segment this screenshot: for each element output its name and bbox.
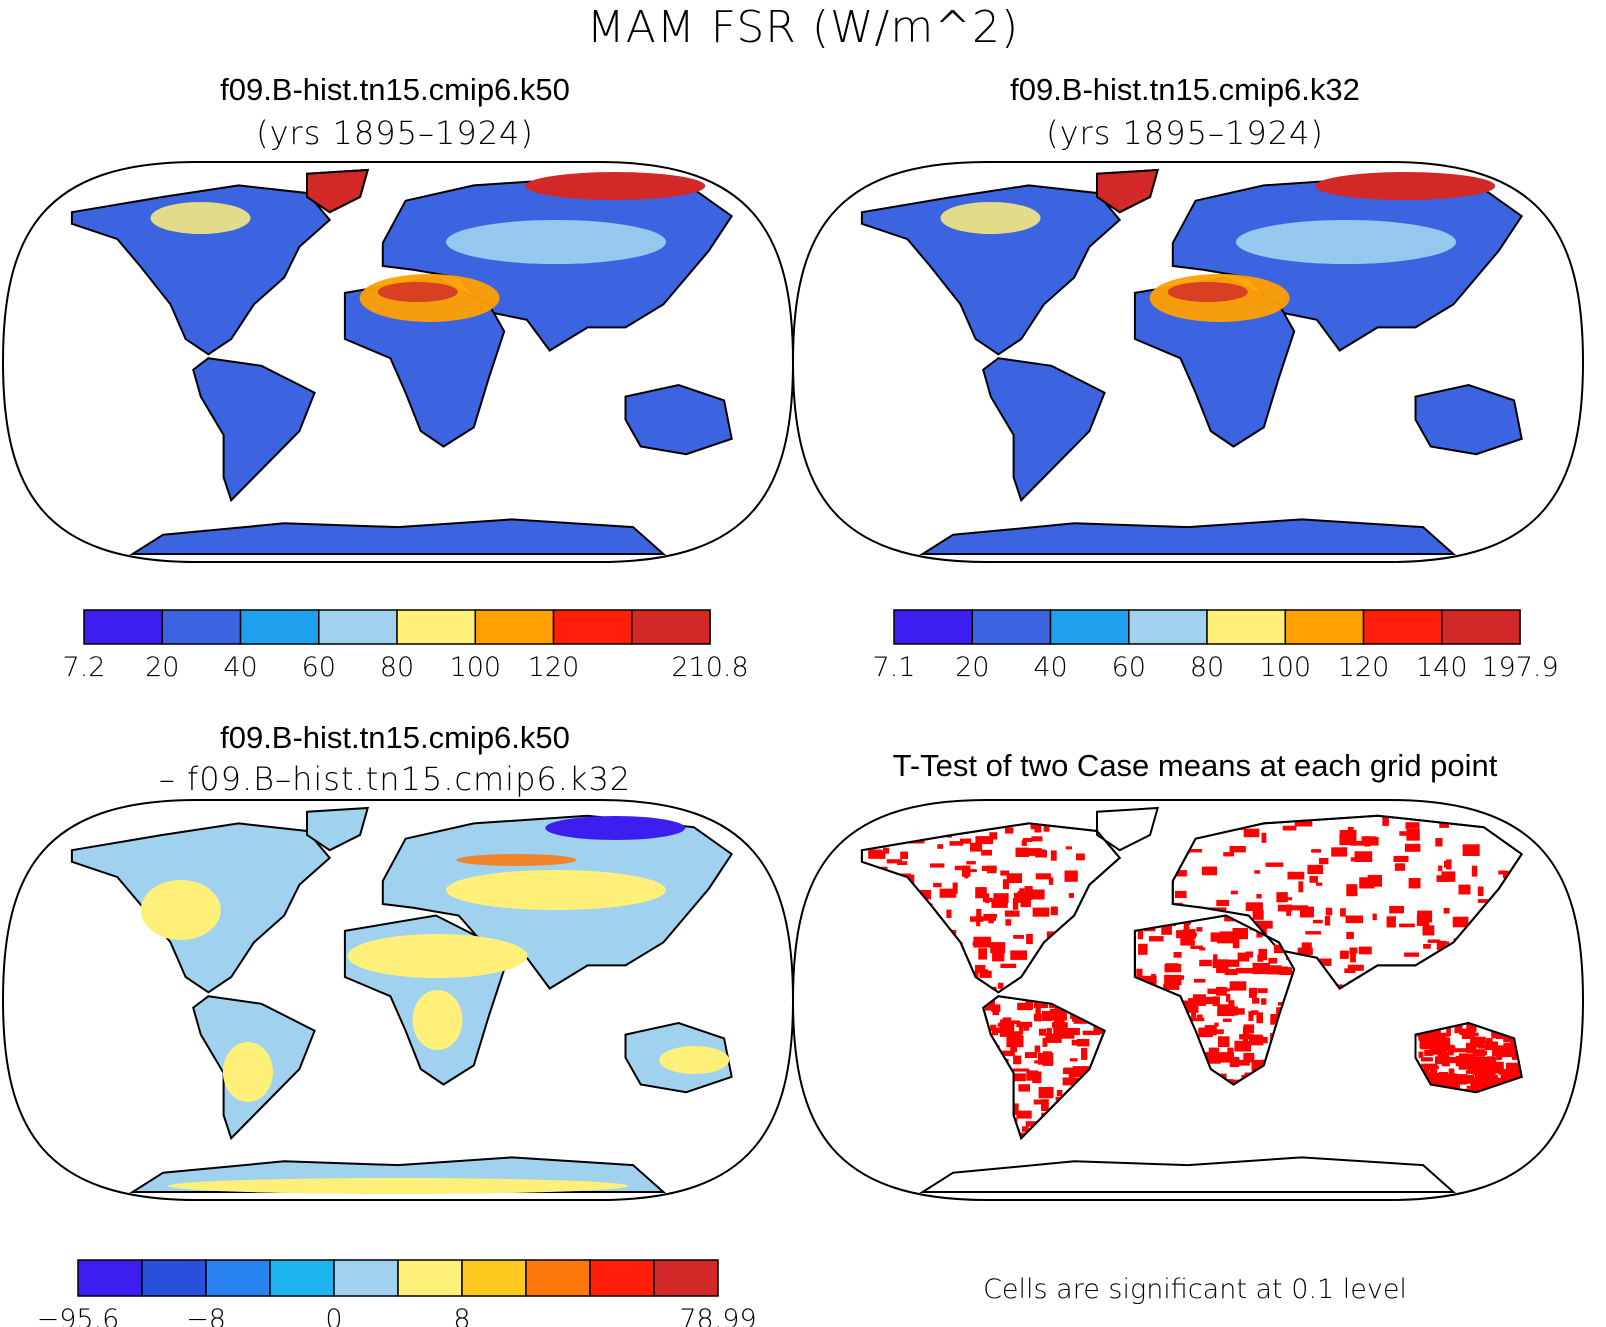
colorbar-case2-label-0: 7.1	[873, 652, 916, 683]
map-diff-pos-patch-4	[412, 990, 463, 1050]
map-case1	[70, 168, 734, 555]
colorbar-diff-swatch-5	[397, 1259, 463, 1297]
map-case1-outline	[1, 161, 795, 563]
colorbar-diff-swatch-3	[269, 1259, 335, 1297]
map-case2-southAmerica	[982, 357, 1106, 503]
panel-ttest-title: T-Test of two Case means at each grid po…	[892, 748, 1498, 783]
panel-diff-subtitle: – f09.B–hist.tn15.cmip6.k32	[158, 760, 632, 798]
colorbar-case2-label-7: 140	[1416, 652, 1468, 683]
map-case1-siberia-high	[525, 172, 706, 200]
map-case2-canada-mid	[940, 202, 1041, 234]
panel-diff-title: f09.B-hist.tn15.cmip6.k50	[220, 720, 570, 755]
colorbar-diff-swatch-2	[205, 1259, 271, 1297]
map-diff-pos-patch-3	[222, 1042, 273, 1102]
map-diff-greenland	[306, 806, 370, 852]
colorbar-case2: 7.1 20 40 60 80 100 120 140 197.9	[873, 609, 1559, 683]
colorbar-case2-swatch-5	[1284, 609, 1365, 645]
colorbar-case1: 7.2 20 40 60 80 100 120 210.8	[63, 609, 749, 683]
panel-case2-title: f09.B-hist.tn15.cmip6.k32	[1010, 72, 1360, 107]
colorbar-case1-label-4: 80	[380, 652, 414, 683]
panel-ttest-footnote: Cells are significant at 0.1 level	[983, 1274, 1407, 1305]
colorbar-case2-swatch-1	[971, 609, 1052, 645]
colorbar-case1-swatch-0	[83, 609, 164, 645]
colorbar-case2-swatch-3	[1128, 609, 1208, 645]
colorbar-case2-swatch-0	[893, 609, 974, 645]
colorbar-case2-label-4: 80	[1190, 652, 1224, 683]
colorbar-case1-swatch-6	[552, 609, 633, 645]
map-diff-pos-patch-1	[446, 870, 666, 910]
colorbar-case1-label-3: 60	[302, 652, 336, 683]
panel-case1-subtitle: (yrs 1895–1924)	[256, 114, 534, 152]
colorbar-case1-label-0: 7.2	[63, 652, 106, 683]
map-ttest-northAmerica	[860, 822, 1122, 994]
colorbar-diff-swatch-8	[589, 1259, 655, 1297]
map-case2-asia-mid	[1236, 220, 1456, 264]
map-case1-asia-mid	[446, 220, 666, 264]
colorbar-case2-swatch-4	[1206, 609, 1287, 645]
colorbar-case1-label-2: 40	[223, 652, 257, 683]
figure-title: MAM FSR (W/m^2)	[586, 2, 1020, 53]
colorbar-diff-label-4: 0	[325, 1304, 342, 1327]
map-ttest	[860, 806, 1524, 1193]
colorbar-diff-swatch-6	[461, 1259, 527, 1297]
map-ttest-antarctica	[919, 1156, 1457, 1193]
colorbar-case2-swatch-7	[1441, 609, 1521, 645]
map-case1-canada-mid	[150, 202, 251, 234]
colorbar-diff-swatch-7	[525, 1259, 591, 1297]
colorbar-diff-swatch-4	[333, 1259, 399, 1297]
colorbar-diff-label-2: −8	[186, 1304, 226, 1327]
colorbar-case2-label-3: 60	[1112, 652, 1146, 683]
colorbar-diff: −95.6 −8 0 8 78.99	[37, 1259, 757, 1327]
panel-case2-subtitle: (yrs 1895–1924)	[1046, 114, 1324, 152]
colorbar-case1-label-1: 20	[145, 652, 179, 683]
map-case2-desert-core	[1167, 282, 1248, 302]
colorbar-case2-label-6: 120	[1338, 652, 1390, 683]
map-diff-siberia-neg	[545, 816, 686, 840]
colorbar-case1-swatch-3	[318, 609, 398, 645]
colorbar-case1-swatch-4	[396, 609, 477, 645]
map-case2-northAmerica	[860, 184, 1122, 356]
colorbar-case2-label-2: 40	[1033, 652, 1067, 683]
map-diff-outline	[1, 799, 795, 1201]
map-diff	[70, 806, 734, 1194]
colorbar-case1-label-6: 120	[528, 652, 580, 683]
colorbar-case1-swatch-1	[161, 609, 242, 645]
map-case2-antarctica	[919, 518, 1457, 555]
map-diff-eurasia-pos	[456, 854, 577, 866]
map-case2-siberia-high	[1315, 172, 1496, 200]
colorbar-diff-label-10: 78.99	[679, 1304, 756, 1327]
map-case2	[860, 168, 1524, 555]
colorbar-case1-swatch-7	[631, 609, 711, 645]
colorbar-diff-label-6: 8	[453, 1304, 470, 1327]
colorbar-diff-label-0: −95.6	[37, 1304, 120, 1327]
colorbar-case2-label-8: 197.9	[1481, 652, 1558, 683]
map-diff-pos-patch-0	[347, 934, 528, 978]
colorbar-case2-label-1: 20	[955, 652, 989, 683]
map-case1-desert-core	[377, 282, 458, 302]
colorbar-case1-swatch-5	[474, 609, 555, 645]
colorbar-case1-label-8: 210.8	[671, 652, 748, 683]
map-diff-pos-patch-2	[140, 880, 221, 940]
colorbar-case1-label-5: 100	[450, 652, 502, 683]
map-case2-outline	[791, 161, 1585, 563]
colorbar-case2-swatch-6	[1362, 609, 1443, 645]
map-case1-northAmerica	[70, 184, 332, 356]
map-case2-australia	[1414, 383, 1523, 456]
map-case1-southAmerica	[192, 357, 316, 503]
colorbar-case2-label-5: 100	[1260, 652, 1312, 683]
map-diff-pos-patch-6	[168, 1178, 628, 1194]
colorbar-diff-swatch-9	[653, 1259, 719, 1297]
map-case1-antarctica	[129, 518, 667, 555]
map-case2-greenland-high	[1096, 168, 1160, 214]
colorbar-diff-swatch-0	[77, 1259, 143, 1297]
map-ttest-outline	[791, 799, 1585, 1201]
colorbar-diff-swatch-1	[141, 1259, 207, 1297]
map-case1-australia	[624, 383, 733, 456]
panel-case1-title: f09.B-hist.tn15.cmip6.k50	[220, 72, 570, 107]
colorbar-case2-swatch-2	[1049, 609, 1130, 645]
map-case1-greenland-high	[306, 168, 370, 214]
map-diff-pos-patch-5	[659, 1046, 730, 1074]
colorbar-case1-swatch-2	[239, 609, 320, 645]
